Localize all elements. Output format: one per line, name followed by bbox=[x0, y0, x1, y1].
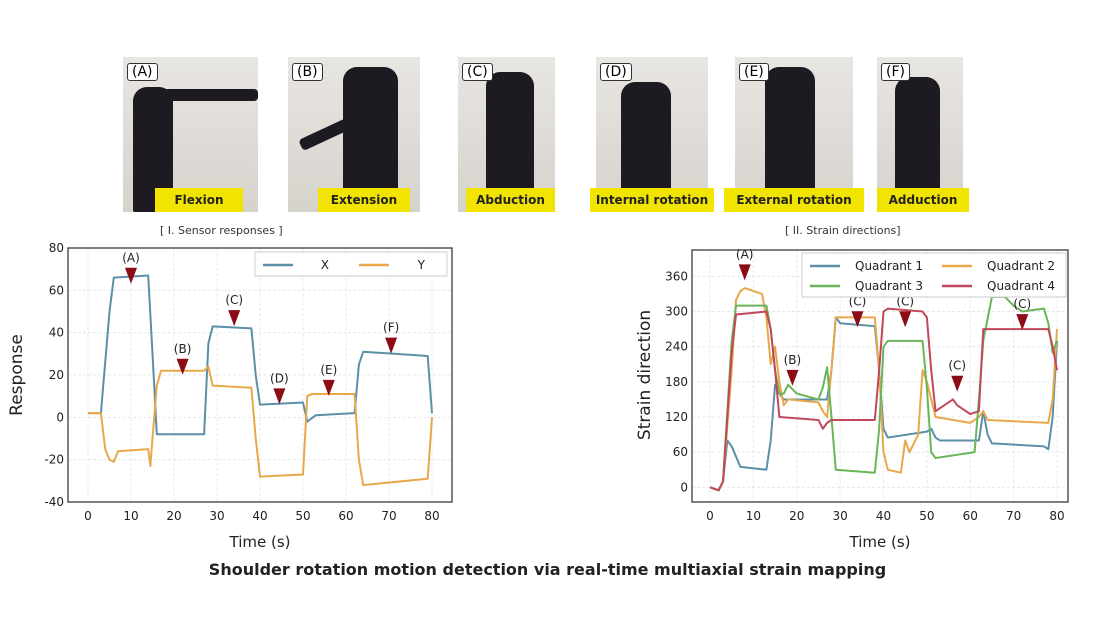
x-tick-label: 60 bbox=[963, 509, 978, 523]
annotation-label: (A) bbox=[122, 251, 140, 265]
photo-tag: (F) bbox=[881, 63, 910, 81]
x-tick-label: 70 bbox=[1006, 509, 1021, 523]
x-tick-label: 40 bbox=[876, 509, 891, 523]
legend-box bbox=[801, 252, 1067, 298]
photo-tag: (B) bbox=[292, 63, 323, 81]
annotation-marker bbox=[125, 267, 137, 284]
x-tick-label: 60 bbox=[338, 509, 353, 523]
annotation-marker bbox=[385, 337, 398, 354]
photo-tag: (E) bbox=[739, 63, 769, 81]
x-tick-label: 20 bbox=[166, 509, 181, 523]
series-line-x bbox=[88, 274, 433, 436]
annotation-marker bbox=[228, 310, 241, 327]
figure-caption: Shoulder rotation motion detection via r… bbox=[208, 560, 887, 579]
chart-title-strain: [ II. Strain directions] bbox=[785, 224, 901, 237]
annotation-marker bbox=[1016, 314, 1029, 331]
series-line-quadrant-4 bbox=[709, 307, 1058, 492]
annotation-marker bbox=[322, 379, 335, 396]
x-axis-label: Time (s) bbox=[229, 533, 291, 551]
annotation-marker bbox=[176, 358, 189, 375]
y-tick-label: 0 bbox=[680, 480, 688, 494]
y-tick-label: -20 bbox=[44, 453, 64, 467]
annotation-label: (C) bbox=[849, 294, 867, 308]
annotation-label: (C) bbox=[896, 294, 914, 308]
x-tick-label: 20 bbox=[789, 509, 804, 523]
photo-tag: (C) bbox=[462, 63, 493, 81]
y-tick-label: 240 bbox=[665, 340, 688, 354]
y-tick-label: 180 bbox=[665, 375, 688, 389]
x-tick-label: 80 bbox=[1049, 509, 1064, 523]
annotation-label: (C) bbox=[225, 293, 243, 307]
annotation-label: (E) bbox=[320, 363, 337, 377]
plot-frame bbox=[691, 249, 1069, 503]
y-tick-label: 60 bbox=[49, 283, 64, 297]
caption-abduction: Abduction bbox=[466, 188, 555, 212]
chart-0: 0 10 20 30 40 50 60 70 80 -40 -20 0 20 40 60 80 Time (s)… bbox=[7, 241, 453, 551]
y-tick-label: -40 bbox=[44, 495, 64, 509]
legend-label: Quadrant 1 bbox=[855, 259, 923, 273]
caption-external-rotation: External rotation bbox=[724, 188, 864, 212]
caption-flexion: Flexion bbox=[155, 188, 243, 212]
series-line-quadrant-1 bbox=[709, 316, 1058, 492]
legend-label: Quadrant 4 bbox=[987, 279, 1055, 293]
annotation-label: (C) bbox=[948, 359, 966, 373]
legend-label: X bbox=[321, 258, 329, 272]
series-line-y bbox=[88, 365, 433, 487]
x-tick-label: 40 bbox=[252, 509, 267, 523]
annotation-label: (F) bbox=[383, 321, 399, 335]
x-tick-label: 50 bbox=[295, 509, 310, 523]
photo-external-rotation: (E) bbox=[735, 57, 853, 212]
caption-internal-rotation: Internal rotation bbox=[590, 188, 714, 212]
y-axis-label: Response bbox=[7, 334, 27, 416]
y-tick-label: 120 bbox=[665, 410, 688, 424]
x-tick-label: 0 bbox=[706, 509, 714, 523]
y-axis-label: Strain direction bbox=[635, 310, 655, 440]
chart-title-sensor: [ I. Sensor responses ] bbox=[160, 224, 283, 237]
x-tick-label: 50 bbox=[919, 509, 934, 523]
annotation-label: (C) bbox=[1013, 297, 1031, 311]
photo-extension: (B) bbox=[288, 57, 420, 212]
legend-label: Y bbox=[417, 258, 426, 272]
annotation-label: (D) bbox=[270, 371, 289, 385]
series-line-quadrant-2 bbox=[709, 287, 1058, 492]
annotation-marker bbox=[951, 375, 964, 392]
annotation-label: (B) bbox=[784, 353, 802, 367]
caption-extension: Extension bbox=[318, 188, 410, 212]
legend-label: Quadrant 3 bbox=[855, 279, 923, 293]
chart-1: 0 10 20 30 40 50 60 70 80 0 60 120 180 240 300 360 Time … bbox=[635, 247, 1069, 551]
x-tick-label: 30 bbox=[832, 509, 847, 523]
y-tick-label: 80 bbox=[49, 241, 64, 255]
annotation-marker bbox=[899, 311, 912, 328]
photo-flexion: (A) bbox=[123, 57, 258, 212]
x-tick-label: 30 bbox=[209, 509, 224, 523]
x-tick-label: 10 bbox=[123, 509, 138, 523]
annotation-marker bbox=[738, 264, 751, 281]
y-tick-label: 60 bbox=[673, 445, 688, 459]
x-tick-label: 70 bbox=[381, 509, 396, 523]
legend-box bbox=[254, 251, 448, 277]
annotation-label: (B) bbox=[174, 342, 192, 356]
photo-tag: (A) bbox=[127, 63, 158, 81]
y-tick-label: 300 bbox=[665, 305, 688, 319]
annotation-marker bbox=[851, 311, 864, 328]
annotation-marker bbox=[786, 369, 799, 386]
annotation-label: (A) bbox=[736, 247, 754, 261]
x-tick-label: 10 bbox=[746, 509, 761, 523]
x-tick-label: 0 bbox=[84, 509, 92, 523]
y-tick-label: 360 bbox=[665, 269, 688, 283]
legend-label: Quadrant 2 bbox=[987, 259, 1055, 273]
y-tick-label: 0 bbox=[56, 410, 64, 424]
x-axis-label: Time (s) bbox=[849, 533, 911, 551]
annotation-marker bbox=[273, 388, 286, 405]
y-tick-label: 20 bbox=[49, 368, 64, 382]
plot-frame bbox=[67, 247, 453, 503]
y-tick-label: 40 bbox=[49, 326, 64, 340]
x-tick-label: 80 bbox=[424, 509, 439, 523]
caption-adduction: Adduction bbox=[877, 188, 969, 212]
photo-tag: (D) bbox=[600, 63, 632, 81]
